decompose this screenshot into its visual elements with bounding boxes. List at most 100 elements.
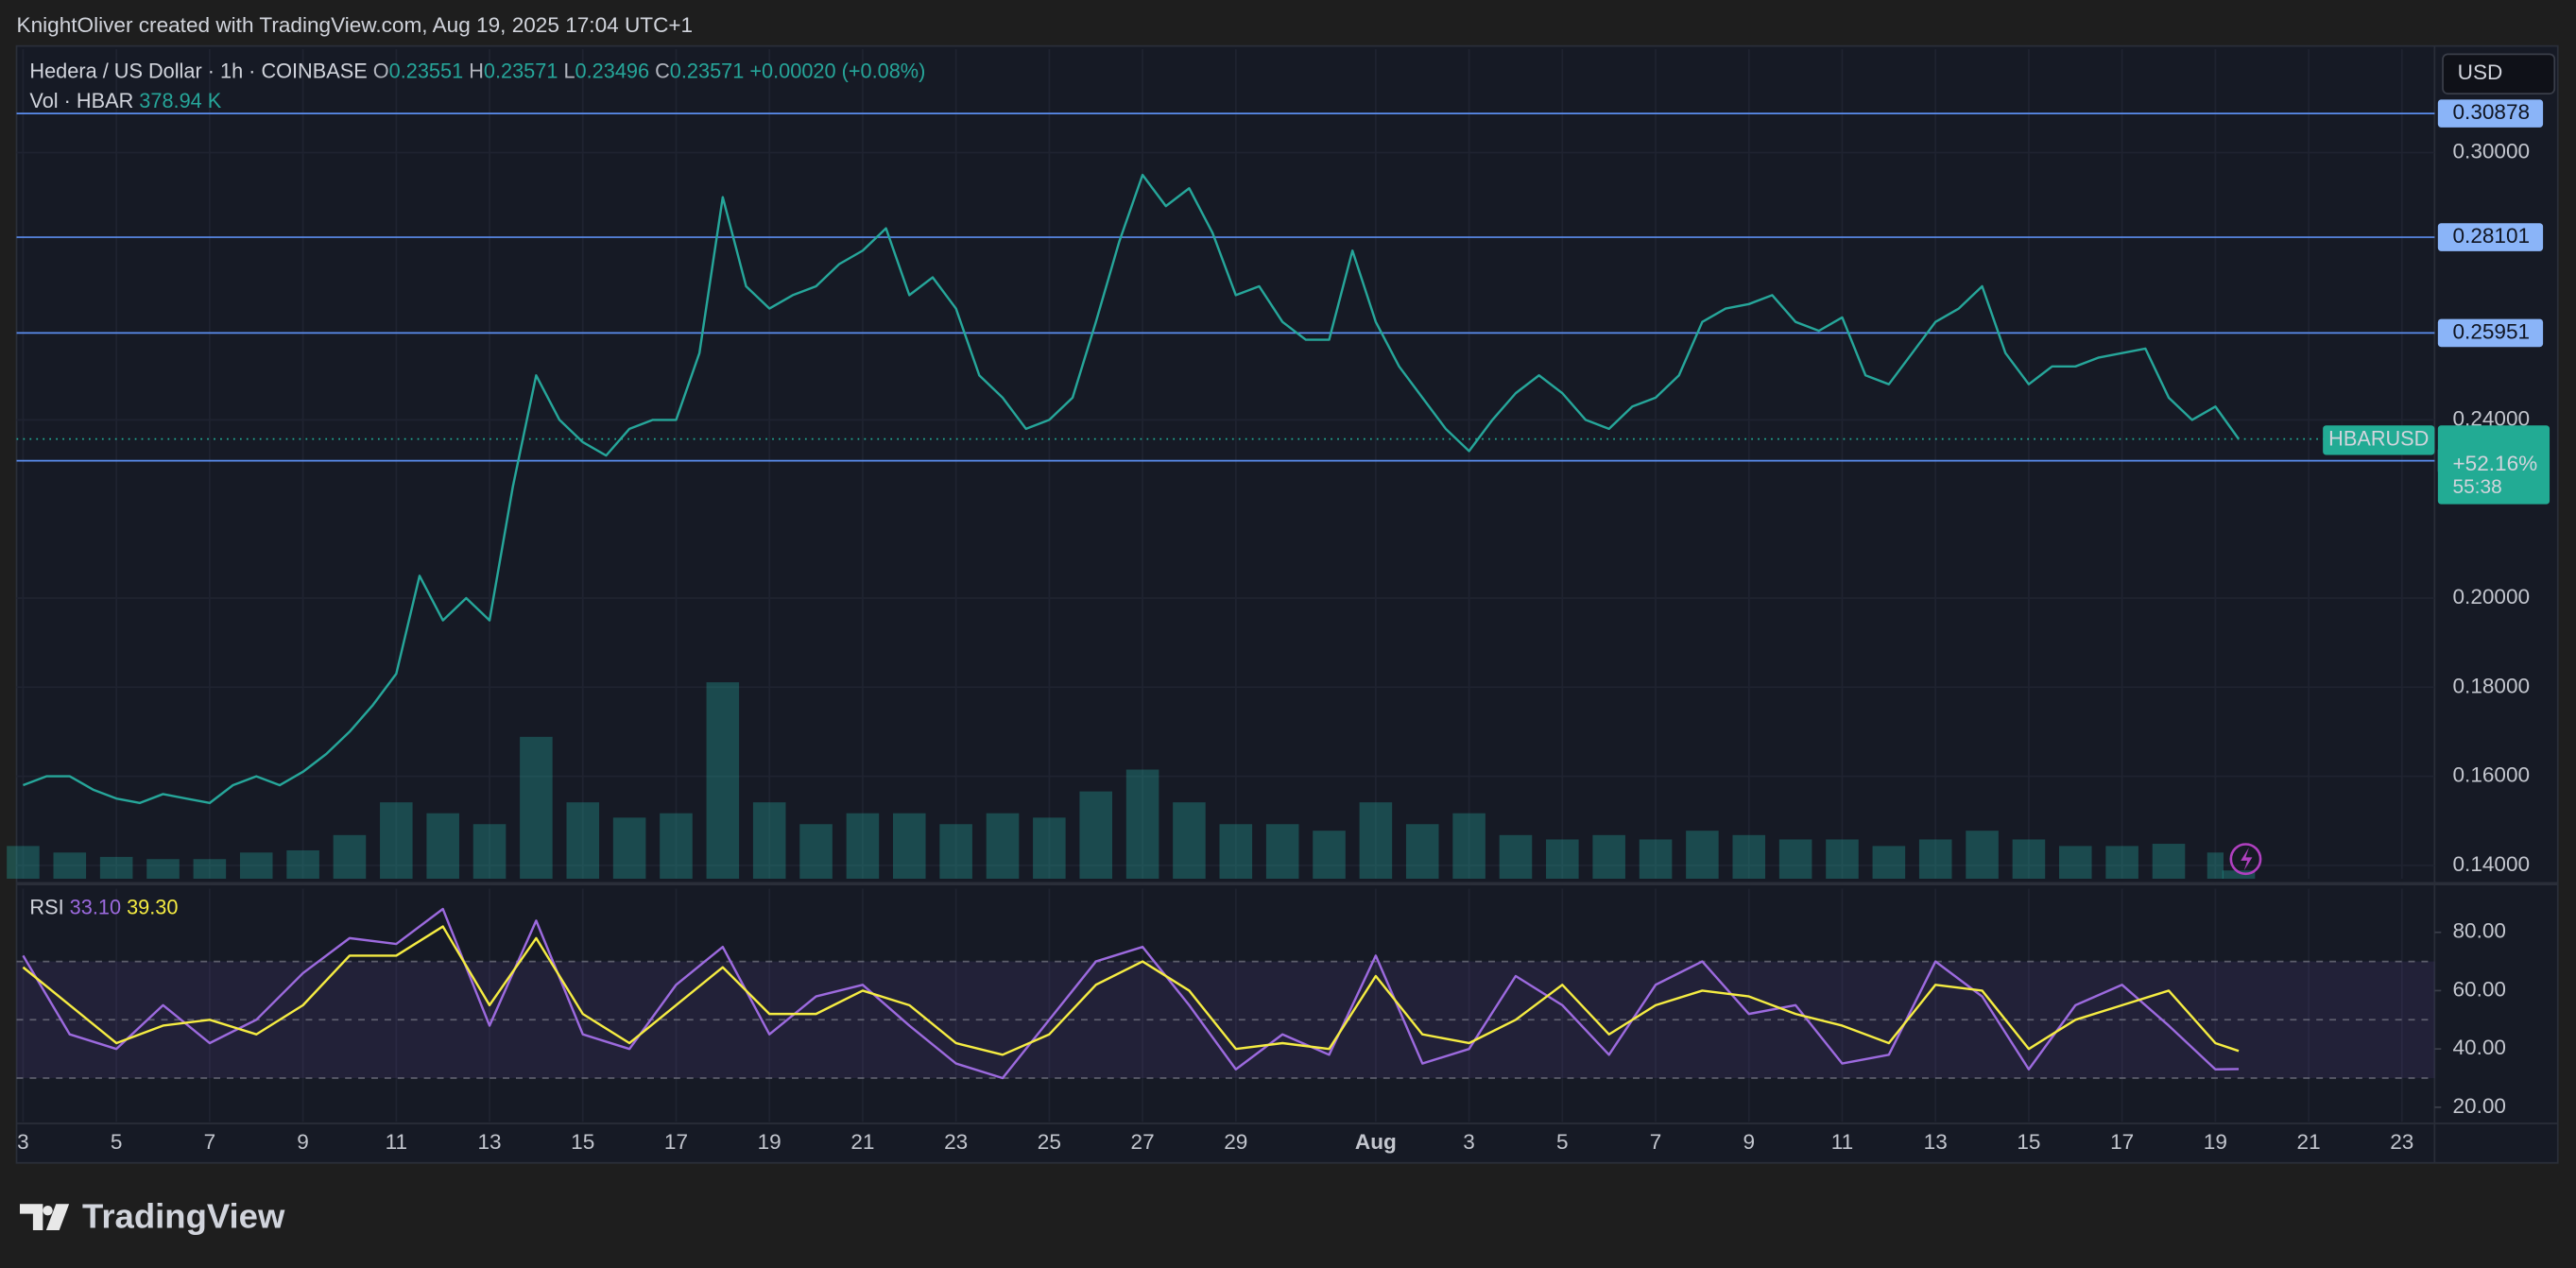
y-tick-label: 40.00 <box>2452 1036 2506 1059</box>
series-line <box>23 173 2241 805</box>
volume-bar <box>986 813 1020 880</box>
volume-bar <box>2222 870 2256 880</box>
volume-bar <box>1826 839 1859 880</box>
x-tick-label: 13 <box>1924 1130 1948 1154</box>
volume-bar <box>520 736 553 880</box>
volume-bar <box>1173 802 1206 880</box>
level-label: 0.30878 <box>2452 100 2530 124</box>
change: +0.00020 (+0.08%) <box>749 59 925 82</box>
x-tick-label: 21 <box>2297 1130 2321 1154</box>
series-line <box>22 925 2240 1056</box>
price-tag <box>2437 425 2550 505</box>
volume-bar <box>706 682 740 880</box>
x-tick-label: 19 <box>758 1130 781 1154</box>
volume-bar <box>893 813 926 880</box>
volume-bar <box>1313 831 1346 880</box>
volume-bar <box>1686 831 1719 880</box>
volume-bar <box>472 824 507 880</box>
rsi-value: 33.10 <box>70 895 121 918</box>
volume-bar <box>333 834 367 880</box>
attribution: KnightOliver created with TradingView.co… <box>17 13 694 37</box>
volume-bar <box>1546 839 1579 880</box>
volume-bar <box>1452 813 1485 880</box>
volume-bar <box>752 802 786 880</box>
currency[interactable]: USD <box>2458 60 2503 84</box>
volume-bar <box>1732 834 1766 880</box>
volume-bar <box>2105 846 2138 880</box>
volume-bar <box>1079 791 1112 880</box>
x-tick-label: 19 <box>2204 1130 2227 1154</box>
volume-bar <box>1499 834 1533 880</box>
x-tick-label: 5 <box>1556 1130 1569 1154</box>
x-tick-label: 29 <box>1224 1130 1247 1154</box>
rsi-ma-value: 39.30 <box>127 895 178 918</box>
alert-icon[interactable] <box>2229 843 2262 876</box>
volume-bar <box>7 846 40 880</box>
y-tick-label: 0.18000 <box>2452 674 2530 697</box>
volume-legend: Vol · HBAR 378.94 K <box>29 89 221 112</box>
rsi-legend: RSI 33.10 39.30 <box>29 895 178 918</box>
chart-area <box>15 44 2559 1164</box>
x-tick-label: 15 <box>571 1130 594 1154</box>
y-tick-label: 0.14000 <box>2452 852 2530 876</box>
volume-bar <box>239 852 273 880</box>
volume-bar <box>2207 852 2224 880</box>
ohlc-key: H <box>469 59 484 82</box>
y-tick-label: 20.00 <box>2452 1094 2506 1118</box>
x-tick-label: 11 <box>1831 1130 1853 1154</box>
volume-bar <box>2152 844 2186 880</box>
alert-icon-bolt <box>2241 847 2253 871</box>
level-label: 0.28101 <box>2452 224 2530 248</box>
volume-bar <box>1405 824 1439 880</box>
ohlc-key: C <box>655 59 670 82</box>
ohlc-value: 0.23496 <box>575 59 650 82</box>
volume-bar <box>1592 834 1625 880</box>
symbol-tag <box>2323 425 2435 455</box>
y-tick-label: 80.00 <box>2452 919 2506 943</box>
volume-value: 378.94 K <box>139 89 221 112</box>
volume-layer <box>7 682 2256 880</box>
x-tick-label: 17 <box>664 1130 688 1154</box>
y-tick-label: 60.00 <box>2452 977 2506 1001</box>
volume-bar <box>1359 802 1393 880</box>
x-tick-label: 23 <box>2390 1130 2413 1154</box>
volume-bar <box>286 849 319 880</box>
volume-bar <box>380 802 413 880</box>
currency-button[interactable] <box>2442 53 2556 94</box>
volume-bar <box>1639 839 1673 880</box>
ohlc-value: 0.23571 <box>670 59 745 82</box>
volume-bar <box>1265 824 1299 880</box>
x-tick-label: 9 <box>297 1130 309 1154</box>
x-tick-label: 21 <box>850 1130 874 1154</box>
volume-bar <box>1778 839 1812 880</box>
volume-bar <box>193 859 227 880</box>
volume-bar <box>99 856 133 880</box>
ohlc-key: L <box>563 59 575 82</box>
symbol-tag-text: HBARUSD <box>2328 427 2429 451</box>
x-tick-label: 7 <box>1650 1130 1662 1154</box>
volume-bar <box>846 813 880 880</box>
y-tick-label: 0.30000 <box>2452 139 2530 163</box>
volume-bar <box>2012 839 2046 880</box>
grid <box>16 49 2442 1122</box>
level-label-box <box>2437 318 2544 348</box>
level-label-box <box>2437 99 2544 128</box>
ohlc-key: O <box>373 59 389 82</box>
y-tick-label: 0.20000 <box>2452 585 2530 608</box>
level-label: 0.25951 <box>2452 319 2530 343</box>
volume-bar <box>799 824 833 880</box>
x-tick-label: 5 <box>111 1130 123 1154</box>
level-label-box <box>2437 223 2544 251</box>
x-tick-label: 23 <box>944 1130 968 1154</box>
ohlc-value: 0.23551 <box>389 59 464 82</box>
volume-bar <box>146 859 180 880</box>
volume-bar <box>660 813 693 880</box>
y-tick-label: 0.16000 <box>2452 763 2530 787</box>
x-tick-label: 3 <box>17 1130 29 1154</box>
symbol-name: Hedera / US Dollar · 1h · COINBASE <box>29 59 367 82</box>
x-tick-label: 3 <box>1463 1130 1475 1154</box>
brand: TradingView <box>82 1196 285 1235</box>
volume-bar <box>1033 817 1066 880</box>
